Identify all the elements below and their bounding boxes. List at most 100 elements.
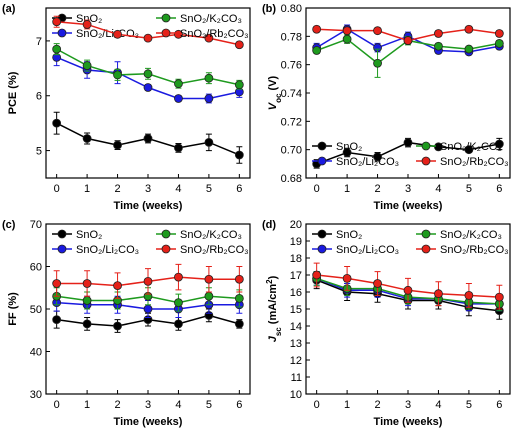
data-point	[373, 58, 382, 68]
y-tick-label: 13	[290, 338, 302, 350]
y-axis-label-part: V	[267, 101, 279, 110]
x-tick-label: 6	[496, 399, 502, 411]
x-tick-label: 5	[466, 399, 472, 411]
legend-marker	[421, 141, 431, 151]
y-tick-label: 50	[30, 304, 42, 316]
y-axis-label-part: oc	[274, 93, 283, 103]
data-point	[113, 29, 122, 39]
x-tick-label: 0	[54, 183, 60, 195]
x-tick-label: 3	[145, 183, 151, 195]
x-tick-label: 1	[84, 183, 90, 195]
y-tick-label: 0.70	[281, 145, 302, 157]
y-tick-label: 10	[290, 389, 302, 401]
y-axis-label-part: J	[267, 335, 279, 342]
data-point	[312, 24, 322, 34]
data-point	[174, 272, 183, 282]
data-point	[113, 321, 122, 331]
y-tick-label: 6	[36, 91, 42, 103]
data-point	[342, 34, 352, 44]
x-tick-label: 5	[206, 399, 212, 411]
y-tick-label: 30	[30, 389, 42, 401]
data-point	[234, 293, 244, 303]
legend-marker	[317, 156, 327, 166]
y-tick-label: 60	[30, 262, 42, 274]
panel-label: (d)	[262, 219, 276, 231]
x-tick-label: 3	[145, 399, 151, 411]
data-point	[204, 274, 214, 284]
legend-label: SnO₂	[336, 229, 362, 241]
data-point	[52, 118, 62, 128]
y-tick-label: 5	[36, 146, 42, 158]
legend-label: SnO₂/Rb₂CO₃	[180, 28, 249, 40]
legend-marker	[57, 28, 67, 38]
data-point	[82, 319, 92, 329]
y-tick-label: 0.78	[281, 31, 302, 43]
x-axis-label: Time (weeks)	[374, 200, 443, 212]
data-point	[174, 319, 183, 329]
legend-marker	[161, 13, 171, 23]
y-tick-label: 0.74	[281, 88, 302, 100]
data-point	[312, 270, 322, 280]
legend-label: SnO₂/Li₂CO₃	[76, 244, 139, 256]
x-axis-label: Time (weeks)	[114, 200, 183, 212]
legend-label: SnO₂	[336, 141, 362, 153]
legend-label: SnO₂/Rb₂CO₃	[180, 244, 249, 256]
data-point	[434, 142, 443, 152]
x-tick-label: 2	[114, 399, 120, 411]
x-tick-label: 1	[344, 399, 350, 411]
data-point	[373, 152, 382, 162]
data-point	[52, 315, 62, 325]
panel: 0 1 2 3 4 5 6 5 6 7 Time (weeks) PCE (%) (a) SnO₂ SnO₂…	[2, 3, 251, 212]
legend-marker	[57, 229, 67, 239]
data-point	[342, 148, 352, 157]
y-tick-label: 40	[30, 347, 42, 359]
x-tick-label: 6	[496, 183, 502, 195]
legend-marker	[161, 229, 171, 239]
legend-label: SnO₂/K₂CO₃	[440, 141, 502, 153]
data-point	[52, 17, 62, 27]
data-point	[434, 289, 443, 299]
x-tick-label: 0	[314, 183, 320, 195]
data-point	[82, 61, 92, 70]
y-axis-label-part: (V)	[267, 75, 279, 93]
data-point	[234, 274, 244, 284]
x-tick-label: 2	[374, 399, 380, 411]
panel-label: (b)	[262, 3, 276, 15]
legend-label: SnO₂/K₂CO₃	[180, 13, 242, 25]
data-point	[234, 40, 244, 50]
data-point	[464, 291, 474, 300]
y-tick-label: 0.76	[281, 60, 302, 72]
legend-marker	[421, 229, 431, 239]
x-tick-label: 0	[54, 399, 60, 411]
y-tick-label: 16	[290, 287, 302, 299]
data-point	[373, 26, 382, 36]
y-tick-label: 12	[290, 355, 302, 367]
data-point	[342, 274, 352, 283]
data-point	[174, 79, 183, 89]
data-point	[204, 33, 214, 43]
data-point	[82, 296, 92, 305]
x-tick-label: 3	[405, 399, 411, 411]
x-tick-label: 4	[175, 183, 181, 195]
legend-marker	[317, 229, 327, 239]
data-point	[494, 39, 504, 48]
data-point	[403, 285, 413, 295]
x-tick-label: 0	[314, 399, 320, 411]
data-point	[143, 33, 153, 43]
legend-label: SnO₂/Rb₂CO₃	[440, 244, 509, 256]
data-point	[82, 20, 92, 29]
data-point	[82, 279, 92, 288]
panel: 0 1 2 3 4 5 6 30 40 50 60 70 Time (weeks) FF (%) (c) Sn…	[2, 219, 251, 428]
panel-label: (c)	[2, 219, 16, 231]
legend-marker	[161, 28, 171, 38]
y-tick-label: 20	[290, 219, 302, 231]
data-point	[204, 291, 214, 301]
data-point	[174, 94, 183, 103]
y-tick-label: 0.80	[281, 3, 302, 15]
x-tick-label: 4	[435, 399, 441, 411]
legend-label: SnO₂/Li₂CO₃	[76, 28, 139, 40]
y-tick-label: 14	[290, 321, 302, 333]
data-point	[234, 150, 244, 160]
